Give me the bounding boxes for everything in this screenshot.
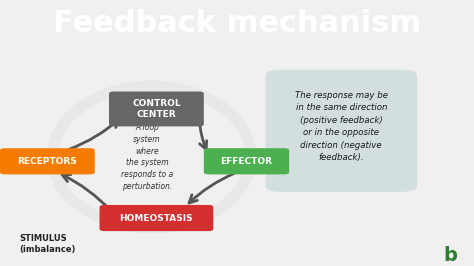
Text: b: b	[443, 246, 457, 265]
Text: The response may be
in the same direction
(positive feedback)
or in the opposite: The response may be in the same directio…	[295, 91, 388, 162]
Text: RECEPTORS: RECEPTORS	[18, 157, 77, 166]
Text: HOMEOSTASIS: HOMEOSTASIS	[119, 214, 193, 223]
FancyBboxPatch shape	[100, 205, 213, 231]
FancyBboxPatch shape	[0, 148, 95, 174]
FancyBboxPatch shape	[265, 70, 417, 192]
Text: EFFECTOR: EFFECTOR	[220, 157, 273, 166]
Text: STIMULUS
(imbalance): STIMULUS (imbalance)	[19, 234, 75, 254]
Text: A loop
system
where
the system
responds to a
perturbation.: A loop system where the system responds …	[121, 123, 173, 191]
FancyBboxPatch shape	[109, 92, 204, 126]
Text: Feedback mechanism: Feedback mechanism	[53, 9, 421, 39]
FancyBboxPatch shape	[204, 148, 289, 174]
Text: CONTROL
CENTER: CONTROL CENTER	[132, 99, 181, 119]
